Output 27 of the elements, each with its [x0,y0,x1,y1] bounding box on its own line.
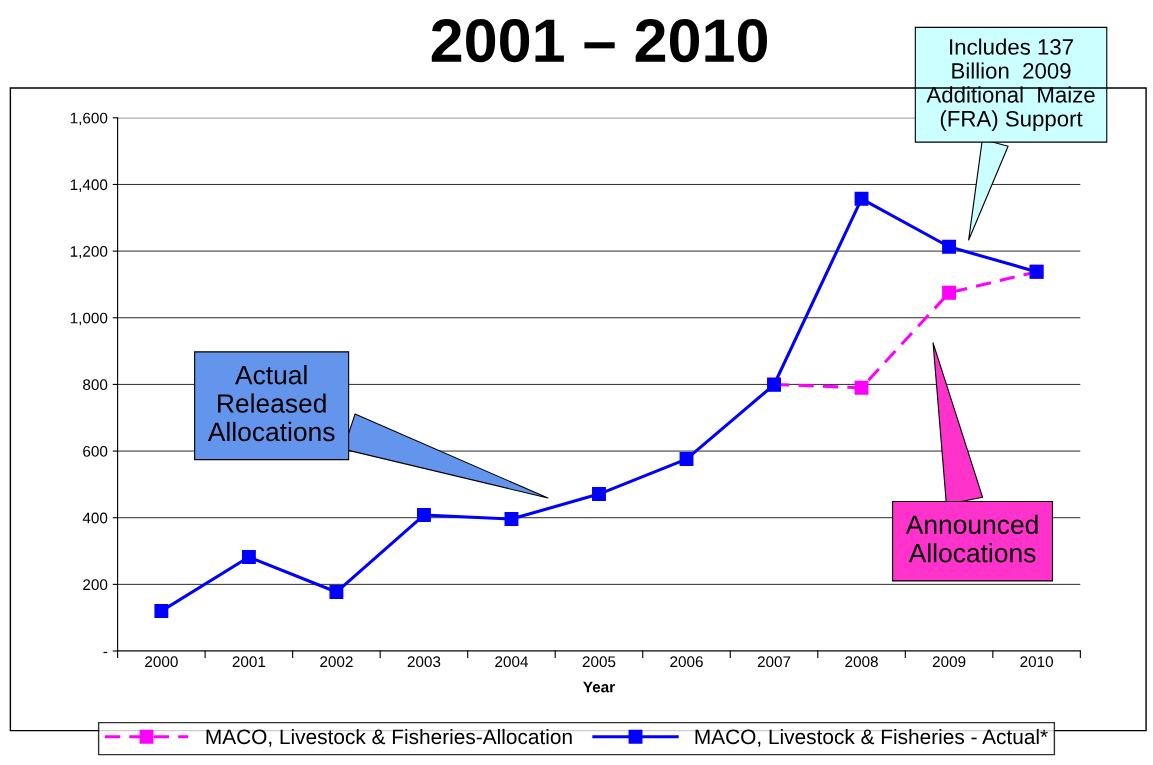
x-axis-title: Year [583,681,615,693]
annotation: Announced Allocations [905,514,1038,563]
x-tick-label: 2000 [145,656,178,668]
x-tick-label: 2008 [845,656,878,668]
x-tick-label: 2001 [232,656,266,668]
y-tick-label: 1,000 [70,312,108,326]
x-tick-label: 2006 [670,656,703,668]
x-tick-label: 2002 [320,656,353,668]
annotation: Includes 137 Billion 2009 Additional Maize (FRA) Support [926,38,1095,132]
y-tick-label: 400 [82,512,108,524]
y-tick-label: 600 [83,445,108,457]
y-tick-label: 800 [83,379,108,391]
x-tick-label: 2003 [407,656,441,668]
x-tick-label: 2005 [582,656,616,668]
y-tick-label: - [103,651,108,654]
y-tick-label: 1,200 [70,245,108,259]
legend-label: MACO, Livestock & Fisheries-Allocation [206,728,572,747]
legend-label: MACO, Livestock & Fisheries - Actual* [695,728,1048,747]
chart-title: 2001 – 2010 [431,19,767,63]
x-tick-label: 2009 [932,656,966,668]
x-tick-label: 2010 [1020,656,1053,668]
x-tick-label: 2004 [495,656,529,668]
y-tick-label: 200 [83,579,108,591]
y-tick-label: 1,400 [70,179,108,192]
annotation: Actual Released Allocations [207,365,335,442]
y-tick-label: 1,600 [70,112,108,126]
x-tick-label: 2007 [757,656,791,668]
